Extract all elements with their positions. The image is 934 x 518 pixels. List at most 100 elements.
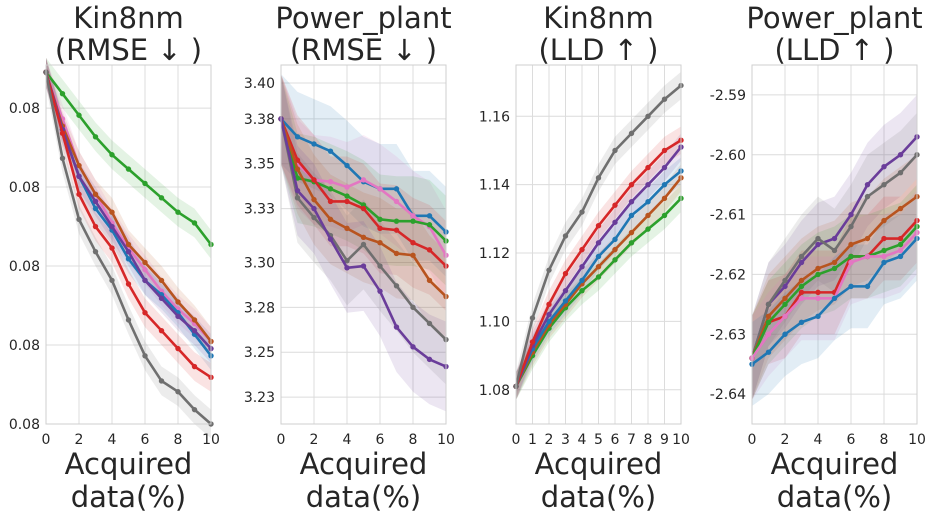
data-point-gray bbox=[393, 283, 400, 289]
y-tick-label: 3.28 bbox=[244, 300, 275, 316]
data-point-blue bbox=[393, 186, 400, 192]
data-point-green bbox=[897, 241, 904, 248]
data-point-gray bbox=[125, 317, 132, 323]
data-point-purple bbox=[628, 199, 635, 205]
data-point-purple bbox=[410, 344, 416, 350]
data-point-purple bbox=[360, 263, 367, 269]
data-point-red bbox=[76, 191, 82, 197]
data-point-brown bbox=[831, 259, 838, 266]
data-point-green bbox=[393, 218, 400, 224]
data-point-purple bbox=[142, 277, 148, 284]
data-point-gray bbox=[848, 223, 854, 230]
x-tick-label: 10 bbox=[437, 432, 455, 448]
data-point-red bbox=[109, 245, 115, 251]
x-tick-label: 6 bbox=[141, 432, 150, 448]
x-tick-label: 4 bbox=[108, 432, 117, 448]
data-point-gray bbox=[158, 378, 165, 384]
data-point-brown bbox=[410, 252, 416, 258]
x-tick-label: 10 bbox=[672, 432, 690, 448]
y-tick-label: 3.23 bbox=[244, 390, 275, 406]
x-axis-label-line1: Acquired bbox=[65, 447, 193, 481]
x-tick-label: 5 bbox=[594, 432, 603, 448]
confidence-band-red bbox=[46, 57, 211, 392]
data-point-brown bbox=[645, 212, 651, 219]
confidence-band-blue bbox=[516, 157, 681, 401]
data-point-blue bbox=[294, 134, 301, 140]
y-tick-label: -2.62 bbox=[710, 267, 746, 283]
data-point-green bbox=[327, 186, 334, 192]
data-point-red bbox=[546, 301, 552, 308]
data-point-green bbox=[76, 112, 82, 118]
y-tick-label: 1.14 bbox=[479, 178, 510, 194]
data-point-green bbox=[410, 218, 416, 224]
data-point-green bbox=[612, 257, 618, 263]
y-tick-label: 0.08 bbox=[9, 417, 40, 433]
data-point-purple bbox=[426, 356, 433, 363]
data-point-purple bbox=[881, 164, 887, 170]
y-tick-label: -2.59 bbox=[710, 88, 746, 104]
chart-title-line1: Power_plant bbox=[746, 1, 922, 35]
x-tick-label: 0 bbox=[748, 432, 757, 448]
confidence-band-purple bbox=[752, 94, 917, 401]
data-point-gray bbox=[562, 233, 569, 239]
data-point-purple bbox=[294, 187, 301, 194]
x-axis-label-line2: data(%) bbox=[777, 480, 893, 514]
confidence-band-purple bbox=[516, 133, 681, 401]
data-point-brown bbox=[426, 277, 433, 284]
x-tick-label: 6 bbox=[847, 432, 856, 448]
data-point-pink bbox=[410, 213, 416, 219]
data-point-green bbox=[191, 220, 198, 226]
data-point-purple bbox=[175, 313, 181, 319]
data-point-brown bbox=[344, 225, 350, 232]
data-point-purple bbox=[848, 211, 854, 218]
data-point-purple bbox=[158, 295, 165, 302]
data-point-gray bbox=[579, 209, 585, 215]
data-point-red bbox=[562, 270, 569, 277]
data-point-gray bbox=[311, 214, 317, 221]
data-point-green bbox=[661, 212, 668, 219]
data-point-gray bbox=[831, 247, 838, 254]
data-point-red bbox=[377, 225, 383, 232]
y-tick-label: -2.60 bbox=[710, 148, 746, 164]
data-point-purple bbox=[798, 259, 805, 266]
data-point-green bbox=[815, 271, 821, 278]
data-point-blue bbox=[546, 318, 552, 325]
confidence-band-red bbox=[281, 73, 446, 311]
data-point-brown bbox=[142, 259, 148, 266]
confidence-band-blue bbox=[281, 73, 446, 277]
data-point-purple bbox=[864, 181, 871, 188]
chart-panel-2: 0 2 4 6 8 10 3.40 3.38 3.35 3.33 3.30 3.28 3.25 3.23 P… bbox=[244, 1, 455, 514]
data-point-green bbox=[175, 209, 181, 215]
data-point-blue bbox=[125, 256, 132, 262]
chart-title-line1: Kin8nm bbox=[543, 1, 654, 35]
confidence-band-brown bbox=[46, 57, 211, 356]
data-point-green bbox=[798, 283, 805, 290]
x-tick-label: 8 bbox=[409, 432, 418, 448]
data-point-green bbox=[645, 226, 651, 232]
confidence-band-gray bbox=[46, 57, 211, 439]
data-point-gray bbox=[294, 195, 301, 201]
y-tick-label: -2.61 bbox=[710, 208, 746, 224]
chart-panel-1: 0 2 4 6 8 10 0.08 0.08 0.08 0.08 0.08 Kin8nm(RMSE ↓… bbox=[9, 1, 220, 514]
data-point-gray bbox=[142, 353, 148, 359]
data-point-gray bbox=[815, 235, 821, 242]
data-point-gray bbox=[377, 263, 383, 269]
x-tick-label: 6 bbox=[611, 432, 620, 448]
data-point-red bbox=[344, 198, 350, 205]
data-point-green bbox=[628, 240, 635, 246]
data-point-purple bbox=[311, 205, 317, 212]
x-tick-label: 0 bbox=[277, 432, 286, 448]
data-point-gray bbox=[798, 253, 805, 260]
data-point-purple bbox=[562, 287, 569, 294]
data-point-green bbox=[344, 193, 350, 199]
chart-title-line2: (LLD ↑ ) bbox=[774, 33, 894, 67]
data-point-gray bbox=[782, 277, 788, 284]
data-point-blue bbox=[595, 253, 602, 260]
y-tick-label: 3.30 bbox=[244, 255, 275, 271]
data-point-pink bbox=[798, 295, 805, 302]
data-point-red bbox=[881, 235, 887, 242]
data-point-blue bbox=[327, 148, 334, 154]
data-point-gray bbox=[360, 241, 367, 248]
